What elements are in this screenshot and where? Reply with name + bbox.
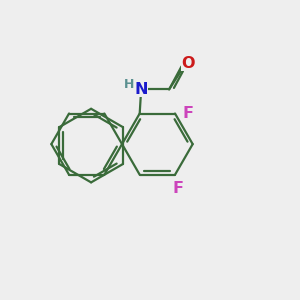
Text: F: F bbox=[183, 106, 194, 121]
Text: H: H bbox=[124, 78, 134, 91]
Text: N: N bbox=[134, 82, 148, 97]
Text: O: O bbox=[181, 56, 195, 71]
Text: F: F bbox=[172, 181, 184, 196]
